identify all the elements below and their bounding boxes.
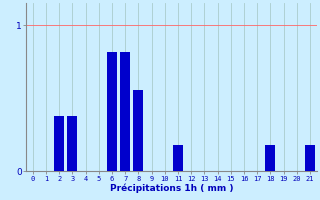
Bar xyxy=(120,52,130,171)
Bar xyxy=(173,145,183,171)
Bar xyxy=(107,52,117,171)
Bar xyxy=(305,145,315,171)
Bar xyxy=(133,90,143,171)
Bar xyxy=(265,145,275,171)
X-axis label: Précipitations 1h ( mm ): Précipitations 1h ( mm ) xyxy=(110,183,233,193)
Bar xyxy=(68,116,77,171)
Bar xyxy=(54,116,64,171)
